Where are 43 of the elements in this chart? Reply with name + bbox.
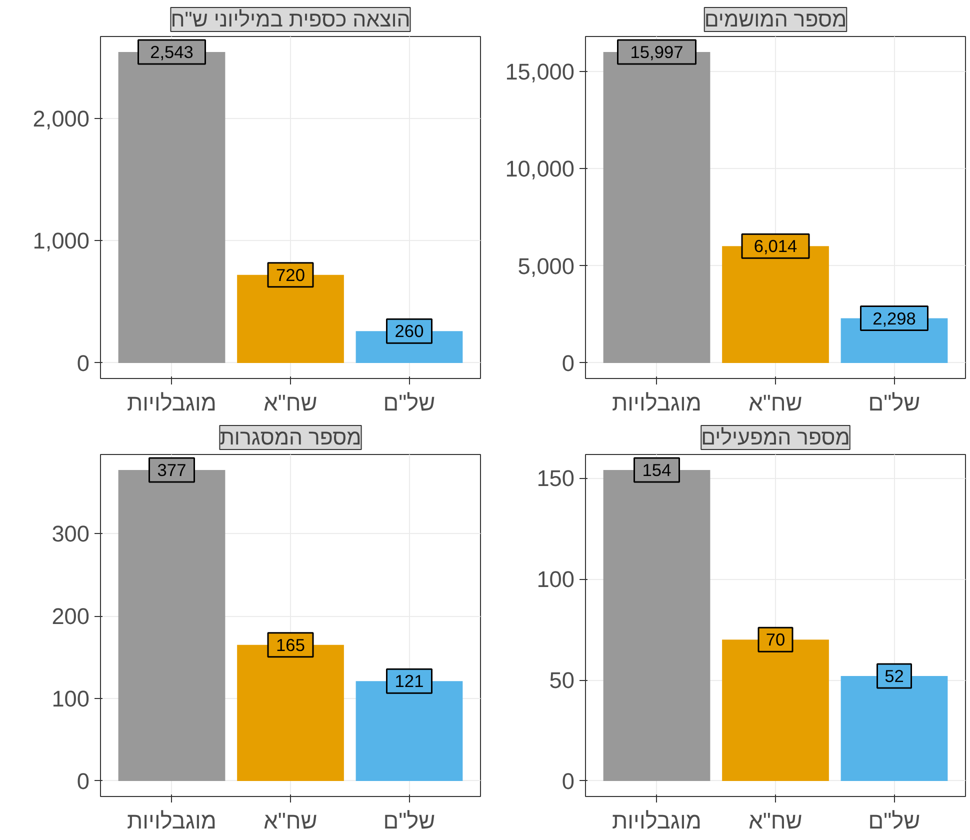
y-tick-label: 100	[536, 566, 575, 592]
y-tick-label: 0	[76, 350, 90, 376]
x-tick-label: שח"א	[264, 390, 318, 416]
x-tick-label: של"ם	[868, 390, 920, 416]
y-tick-label: 1,000	[32, 228, 90, 254]
y-tick-label: 100	[52, 685, 90, 712]
data-label: 2,543	[150, 42, 194, 62]
chart-title: מספר המושמים	[704, 8, 847, 32]
y-tick-label: 2,000	[32, 105, 90, 132]
x-tick-label: מוגבלויות	[127, 390, 216, 416]
data-label: 720	[276, 264, 305, 285]
x-tick-label: שח"א	[264, 808, 318, 834]
y-tick-label: 10,000	[505, 156, 574, 182]
data-label: 2,298	[872, 308, 916, 328]
y-tick-label: 0	[562, 350, 575, 376]
y-tick-label: 0	[562, 768, 575, 794]
data-label: 260	[394, 321, 424, 342]
data-label: 6,014	[754, 236, 798, 256]
y-tick-label: 150	[536, 465, 575, 492]
x-tick-label: של"ם	[383, 808, 436, 834]
chart-title: הוצאה כספית במיליוני ש"ח	[170, 8, 410, 32]
data-label: 377	[157, 460, 186, 480]
y-tick-label: 0	[76, 768, 90, 794]
chart-title: מספר המפעילים	[701, 426, 850, 450]
y-tick-label: 5,000	[518, 252, 575, 279]
data-label: 165	[276, 634, 305, 655]
x-tick-label: מוגבלויות	[612, 808, 702, 834]
data-label: 15,997	[630, 42, 684, 62]
y-tick-label: 300	[52, 520, 90, 547]
data-label: 70	[766, 630, 786, 650]
x-tick-label: של"ם	[868, 808, 920, 834]
y-tick-label: 50	[549, 667, 574, 694]
data-label: 154	[642, 460, 672, 480]
y-tick-label: 200	[52, 603, 90, 630]
x-tick-label: מוגבלויות	[612, 390, 702, 416]
y-tick-label: 15,000	[505, 58, 574, 84]
x-tick-label: של"ם	[383, 390, 436, 416]
chart-title: מספר המסגרות	[220, 426, 362, 450]
x-tick-label: מוגבלויות	[127, 808, 216, 834]
x-tick-label: שח"א	[748, 390, 802, 416]
x-tick-label: שח"א	[748, 808, 802, 834]
data-label: 121	[394, 671, 424, 692]
data-label: 52	[884, 666, 904, 686]
